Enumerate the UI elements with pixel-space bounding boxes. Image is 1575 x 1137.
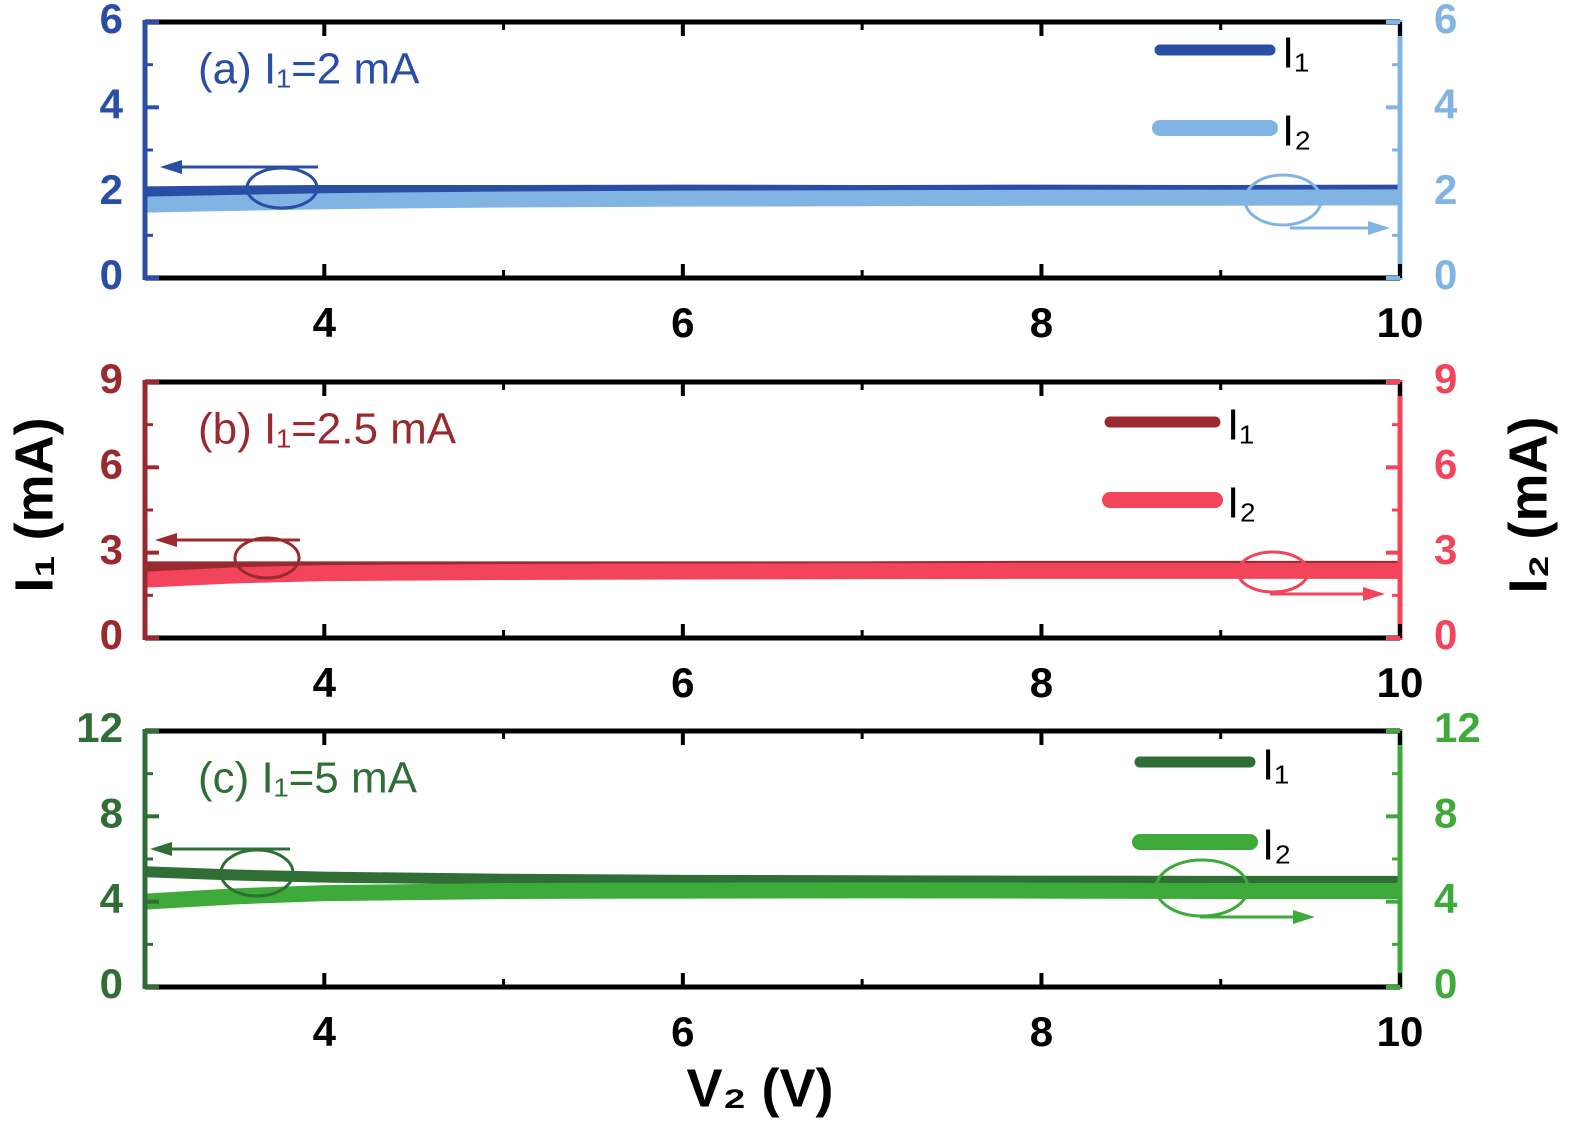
yticks-label: 0 [100, 251, 123, 298]
y2ticks-label: 6 [1434, 0, 1457, 42]
arrow-head [150, 842, 172, 856]
arrow-head [1293, 910, 1315, 924]
x-tick-label: 6 [671, 299, 694, 346]
yticks-label: 0 [100, 611, 123, 658]
yticks-label: 8 [100, 789, 123, 836]
legend-label: I₁ [1262, 741, 1289, 790]
series-line [145, 882, 1400, 910]
y2ticks-label: 6 [1434, 440, 1457, 487]
x-tick-label: 10 [1377, 299, 1424, 346]
x-tick-label: 8 [1030, 659, 1053, 706]
arrow-head [1368, 221, 1390, 235]
series-line [145, 189, 1400, 213]
y2ticks-label: 2 [1434, 166, 1457, 213]
x-tick-label: 6 [671, 659, 694, 706]
yticks-label: 2 [100, 166, 123, 213]
x-tick-label: 4 [313, 659, 337, 706]
yticks-label: 6 [100, 440, 123, 487]
y-axis-title: I₁ (mA) [4, 417, 64, 592]
y2ticks-label: 4 [1434, 875, 1458, 922]
y2ticks-label: 4 [1434, 80, 1458, 127]
panel-annotation: (a) I₁=2 mA [198, 45, 420, 94]
arrow-head [1363, 587, 1385, 601]
axis-indicator [1236, 550, 1310, 594]
panel-annotation: (c) I₁=5 mA [198, 754, 418, 803]
y2ticks-label: 3 [1434, 526, 1457, 573]
legend-label: I₁ [1282, 29, 1309, 78]
y2ticks-label: 12 [1434, 704, 1481, 751]
yticks-label: 4 [100, 80, 124, 127]
y2ticks-label: 0 [1434, 251, 1457, 298]
x-tick-label: 8 [1030, 1008, 1053, 1055]
axis-indicator [233, 536, 301, 580]
series-line [145, 866, 1400, 887]
yticks-label: 12 [76, 704, 123, 751]
legend-label: I₂ [1262, 821, 1291, 870]
yticks-label: 6 [100, 0, 123, 42]
axis-indicator [1243, 173, 1323, 227]
yticks-label: 3 [100, 526, 123, 573]
arrow-head [155, 533, 177, 547]
x-tick-label: 10 [1377, 1008, 1424, 1055]
legend-label: I₁ [1227, 401, 1254, 450]
x-tick-label: 4 [313, 299, 337, 346]
yticks-label: 4 [100, 875, 124, 922]
yticks-label: 0 [100, 960, 123, 1007]
y2ticks-label: 0 [1434, 960, 1457, 1007]
y2ticks-label: 9 [1434, 355, 1457, 402]
y2ticks-label: 8 [1434, 789, 1457, 836]
y2-axis-title: I₂ (mA) [1498, 417, 1558, 594]
legend-label: I₂ [1227, 479, 1256, 528]
y2ticks-label: 0 [1434, 611, 1457, 658]
x-tick-label: 6 [671, 1008, 694, 1055]
series-line [145, 562, 1400, 588]
x-axis-title: V₂ (V) [687, 1058, 834, 1118]
panel-annotation: (b) I₁=2.5 mA [198, 405, 457, 454]
x-tick-label: 10 [1377, 659, 1424, 706]
legend-label: I₂ [1282, 107, 1311, 156]
arrow-head [160, 160, 182, 174]
yticks-label: 9 [100, 355, 123, 402]
x-tick-label: 4 [313, 1008, 337, 1055]
x-tick-label: 8 [1030, 299, 1053, 346]
